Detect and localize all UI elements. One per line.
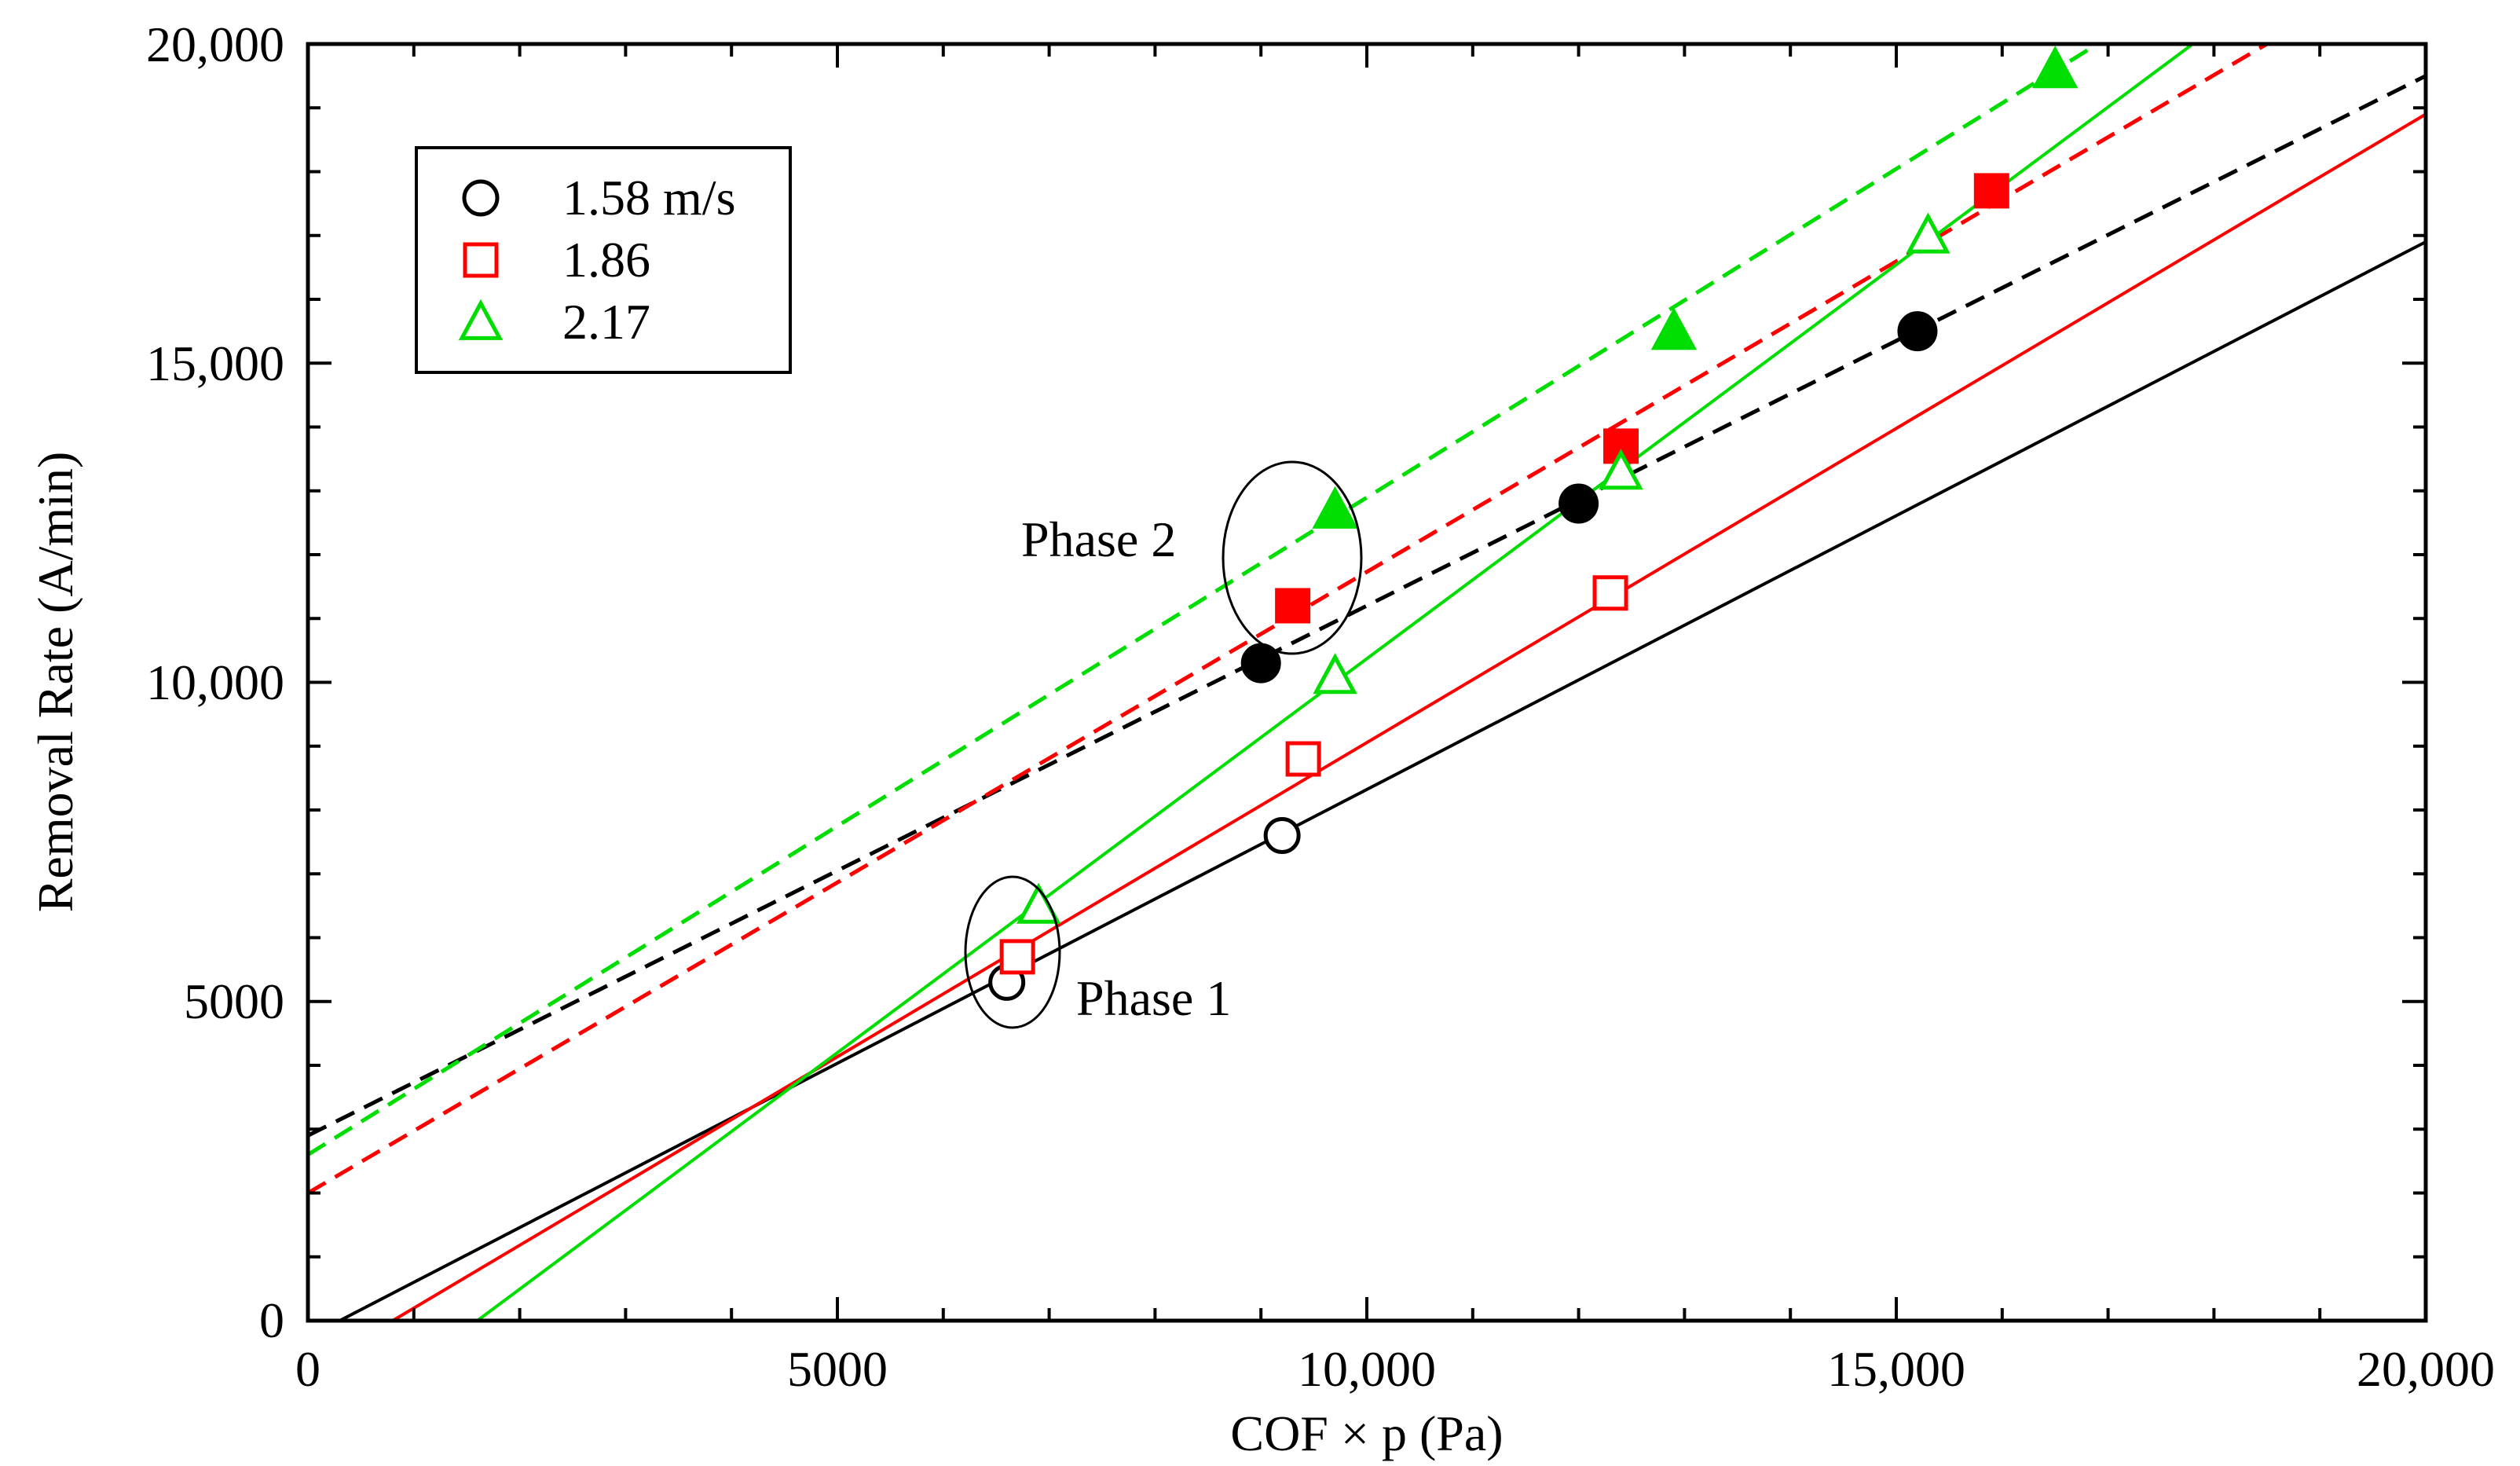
x-tick-labels: 0 5000 10,000 15,000 20,000 — [295, 1341, 2495, 1397]
phase1-point-2 — [1313, 653, 1357, 695]
x-axis-title: COF × p (Pa) — [1230, 1406, 1503, 1461]
x-tick-label: 20,000 — [2357, 1341, 2495, 1397]
phase1-point-1 — [1285, 741, 1321, 777]
x-tick-label: 5000 — [787, 1341, 888, 1397]
axis-ticks — [306, 42, 2427, 1322]
phase1-fit-line-1 — [391, 112, 2426, 1321]
phase2-fit-line-2 — [308, 44, 2099, 1156]
phase2-point-0 — [1240, 643, 1281, 684]
y-tick-label: 10,000 — [146, 654, 284, 710]
x-tick-label: 15,000 — [1827, 1341, 1965, 1397]
phase-2-label: Phase 2 — [1021, 511, 1176, 567]
x-tick-label: 0 — [295, 1341, 320, 1397]
legend-marker-0 — [462, 179, 500, 217]
legend-label-1-58: 1.58 m/s — [562, 170, 735, 225]
phase-2-ellipse — [1222, 460, 1363, 655]
legend-markers — [458, 179, 504, 340]
phase2-point-2 — [1312, 486, 1358, 529]
y-tick-label: 0 — [259, 1292, 284, 1348]
phase2-point-2 — [1650, 307, 1698, 350]
phase-annotations: Phase 1 Phase 2 — [964, 460, 1363, 1029]
y-tick-labels: 0 5000 10,000 15,000 20,000 — [146, 16, 284, 1348]
legend-marker-1 — [463, 242, 499, 278]
phase2-point-1 — [1275, 588, 1311, 624]
phase2-point-2 — [2032, 46, 2079, 89]
legend-marker-2 — [458, 299, 504, 340]
phase1-point-2 — [1599, 449, 1643, 490]
phase-1-ellipse — [964, 875, 1061, 1029]
phase1-point-1 — [999, 939, 1035, 975]
phase1-point-1 — [1592, 575, 1628, 611]
x-tick-label: 10,000 — [1298, 1341, 1436, 1397]
y-tick-label: 5000 — [184, 973, 284, 1029]
y-tick-label: 15,000 — [146, 335, 284, 391]
data-markers — [988, 46, 2079, 1001]
phase2-point-0 — [1897, 311, 1938, 352]
legend-label-2-17: 2.17 — [562, 294, 650, 350]
phase2-point-0 — [1559, 483, 1599, 524]
phase-1-label: Phase 1 — [1076, 970, 1231, 1026]
y-axis-title: Removal Rate (A/min) — [27, 452, 83, 913]
phase1-point-0 — [1263, 817, 1301, 854]
legend-label-1-86: 1.86 — [562, 232, 650, 288]
phase1-point-2 — [1906, 212, 1950, 254]
phase2-point-1 — [1973, 173, 2009, 209]
phase1-fit-line-0 — [339, 240, 2426, 1321]
phase2-fit-line-0 — [308, 74, 2426, 1138]
legend: 1.58 m/s 1.86 2.17 — [415, 146, 792, 374]
y-tick-label: 20,000 — [146, 16, 284, 72]
